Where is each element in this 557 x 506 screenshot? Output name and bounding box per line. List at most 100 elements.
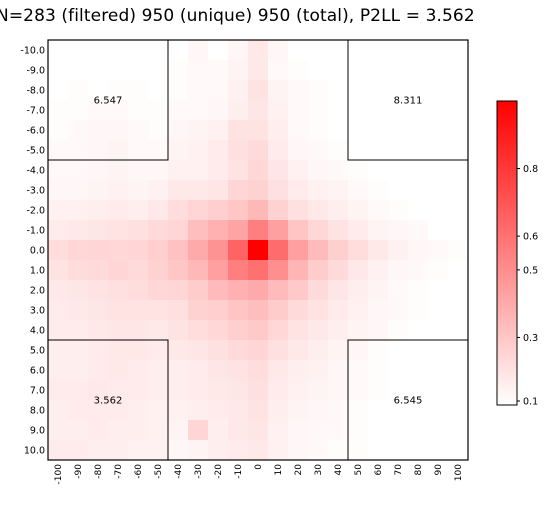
heatmap-cell	[428, 100, 449, 121]
heatmap-cell	[128, 420, 149, 441]
heatmap-cell	[368, 200, 389, 221]
heatmap-cell	[208, 240, 229, 261]
y-tick-label: -2.0	[26, 206, 45, 217]
heatmap-cell	[68, 100, 89, 121]
heatmap-cell	[248, 220, 269, 241]
heatmap-cell	[188, 360, 209, 381]
heatmap-cell	[388, 160, 409, 181]
heatmap-cell	[408, 340, 429, 361]
heatmap-cell	[128, 440, 149, 461]
heatmap-cell	[208, 400, 229, 421]
y-tick-label: 9.0	[30, 426, 45, 437]
heatmap-cell	[408, 100, 429, 121]
y-tick-label: 0.0	[30, 246, 45, 257]
heatmap-cell	[348, 180, 369, 201]
colorbar-tick-label: 0.6	[523, 232, 538, 243]
heatmap-cell	[168, 180, 189, 201]
heatmap-cell	[168, 240, 189, 261]
heatmap-cell	[88, 60, 109, 81]
heatmap-cell	[288, 80, 309, 101]
heatmap-cell	[428, 380, 449, 401]
colorbar-tick-label: 0.8	[523, 164, 538, 175]
heatmap-cell	[228, 220, 249, 241]
heatmap-cell	[268, 360, 289, 381]
heatmap-cell	[428, 340, 449, 361]
heatmap-cell	[148, 280, 169, 301]
heatmap-cell	[68, 80, 89, 101]
heatmap-cell	[128, 360, 149, 381]
heatmap-cell	[208, 40, 229, 61]
heatmap-cell	[148, 80, 169, 101]
heatmap-cell	[228, 120, 249, 141]
heatmap-cell	[228, 200, 249, 221]
x-tick-label: 50	[354, 464, 364, 476]
heatmap-cell	[48, 320, 69, 341]
heatmap-cell	[88, 280, 109, 301]
heatmap-cell	[148, 180, 169, 201]
heatmap-cell	[88, 40, 109, 61]
heatmap-cell	[108, 320, 129, 341]
heatmap-cell	[408, 360, 429, 381]
heatmap-cell	[148, 400, 169, 421]
heatmap-cell	[388, 40, 409, 61]
heatmap-cell	[388, 200, 409, 221]
heatmap-cell	[348, 120, 369, 141]
heatmap-cell	[408, 320, 429, 341]
heatmap-cell	[168, 140, 189, 161]
heatmap-cell	[248, 200, 269, 221]
heatmap-cell	[48, 420, 69, 441]
heatmap-cell	[68, 60, 89, 81]
heatmap-cell	[248, 420, 269, 441]
heatmap-cell	[48, 120, 69, 141]
heatmap-cell	[128, 320, 149, 341]
heatmap-cell	[368, 100, 389, 121]
colorbar: 0.1 0.3 0.5 0.6 0.8	[496, 100, 538, 408]
heatmap-cell	[128, 120, 149, 141]
heatmap-cell	[448, 240, 469, 261]
heatmap-cell	[68, 440, 89, 461]
heatmap-cell	[208, 320, 229, 341]
heatmap-cell	[448, 180, 469, 201]
heatmap-cells	[48, 40, 469, 461]
heatmap-cell	[188, 440, 209, 461]
heatmap-cell	[48, 380, 69, 401]
heatmap-cell	[368, 260, 389, 281]
x-tick-label: -40	[174, 464, 184, 479]
heatmap-cell	[228, 60, 249, 81]
heatmap-cell	[448, 260, 469, 281]
heatmap-cell	[368, 180, 389, 201]
y-tick-label: 7.0	[30, 386, 45, 397]
heatmap-cell	[168, 80, 189, 101]
heatmap-cell	[388, 120, 409, 141]
heatmap-cell	[448, 320, 469, 341]
heatmap-cell	[248, 160, 269, 181]
heatmap-cell	[308, 200, 329, 221]
heatmap-cell	[248, 40, 269, 61]
heatmap-cell	[68, 300, 89, 321]
y-tick-label: -5.0	[26, 146, 45, 157]
heatmap-cell	[428, 280, 449, 301]
heatmap-cell	[188, 400, 209, 421]
colorbar-tick-label: 0.5	[523, 265, 538, 276]
heatmap-cell	[368, 360, 389, 381]
heatmap-cell	[388, 300, 409, 321]
heatmap-cell	[228, 380, 249, 401]
heatmap-cell	[288, 320, 309, 341]
heatmap-cell	[248, 400, 269, 421]
x-tick-label: 20	[294, 464, 304, 476]
heatmap-cell	[228, 260, 249, 281]
heatmap-cell	[188, 100, 209, 121]
heatmap-cell	[328, 320, 349, 341]
heatmap-cell	[208, 300, 229, 321]
heatmap-cell	[68, 40, 89, 61]
heatmap-cell	[288, 220, 309, 241]
heatmap-cell	[148, 440, 169, 461]
heatmap-cell	[228, 340, 249, 361]
heatmap-cell	[248, 300, 269, 321]
heatmap-cell	[48, 240, 69, 261]
heatmap-cell	[268, 200, 289, 221]
heatmap-cell	[168, 440, 189, 461]
heatmap-cell	[48, 140, 69, 161]
x-tick-label: -20	[214, 464, 224, 479]
heatmap-cell	[428, 440, 449, 461]
